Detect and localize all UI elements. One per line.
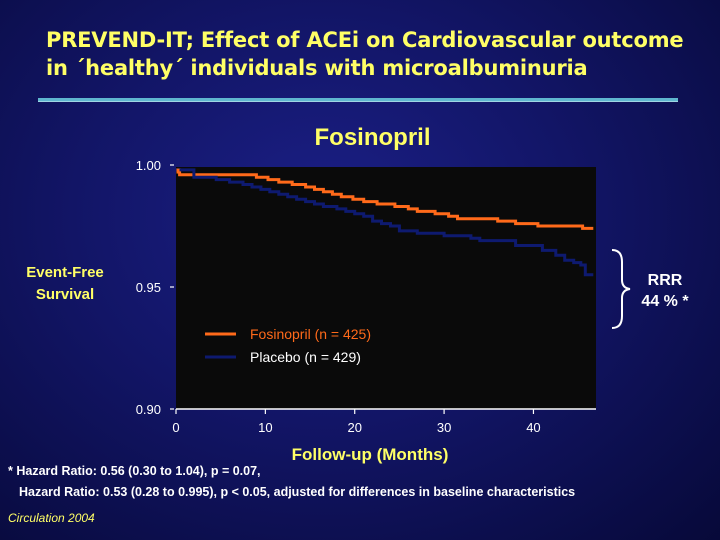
x-tick-label: 20: [347, 420, 361, 435]
rrr-bracket: [611, 249, 631, 329]
y-tick-label: 0.95: [136, 280, 161, 295]
slide-title: PREVEND-IT; Effect of ACEi on Cardiovasc…: [46, 26, 716, 82]
x-tick-label: 10: [258, 420, 272, 435]
slide-title-line2: in ´healthy´ individuals with microalbum…: [46, 56, 588, 80]
x-tick-label: 40: [526, 420, 540, 435]
y-axis-label-line1: Event-Free: [26, 264, 104, 281]
slide-title-line1: PREVEND-IT; Effect of ACEi on Cardiovasc…: [46, 28, 684, 52]
footnote-line1: * Hazard Ratio: 0.56 (0.30 to 1.04), p =…: [8, 464, 261, 478]
y-tick-label: 0.90: [136, 402, 161, 417]
y-axis-label: Event-Free Survival: [10, 262, 120, 306]
legend-label-placebo: Placebo (n = 429): [250, 349, 361, 365]
legend: Fosinopril (n = 425) Placebo (n = 429): [205, 326, 371, 365]
plot-area: [176, 167, 596, 409]
footnote-line2: Hazard Ratio: 0.53 (0.28 to 0.995), p < …: [19, 485, 576, 499]
y-axis-label-line2: Survival: [35, 286, 95, 303]
rrr-label: RRR: [647, 272, 683, 289]
title-divider: [38, 98, 678, 102]
axes: 0 10 20 30 40 0.90 0.95 1.00: [136, 158, 596, 435]
x-tick-label: 30: [437, 420, 451, 435]
citation: Circulation 2004: [8, 511, 95, 525]
legend-label-fosinopril: Fosinopril (n = 425): [250, 326, 371, 342]
fosinopril-curve: [176, 168, 594, 230]
rrr-value: 44 % *: [641, 293, 689, 310]
y-tick-label: 1.00: [136, 158, 161, 173]
rrr-annotation: RRR 44 % *: [630, 270, 700, 312]
x-axis-label: Follow-up (Months): [291, 445, 449, 464]
survival-curves: [176, 168, 594, 277]
placebo-curve: [176, 168, 594, 277]
chart-title: Fosinopril: [314, 124, 431, 151]
x-tick-label: 0: [172, 420, 179, 435]
